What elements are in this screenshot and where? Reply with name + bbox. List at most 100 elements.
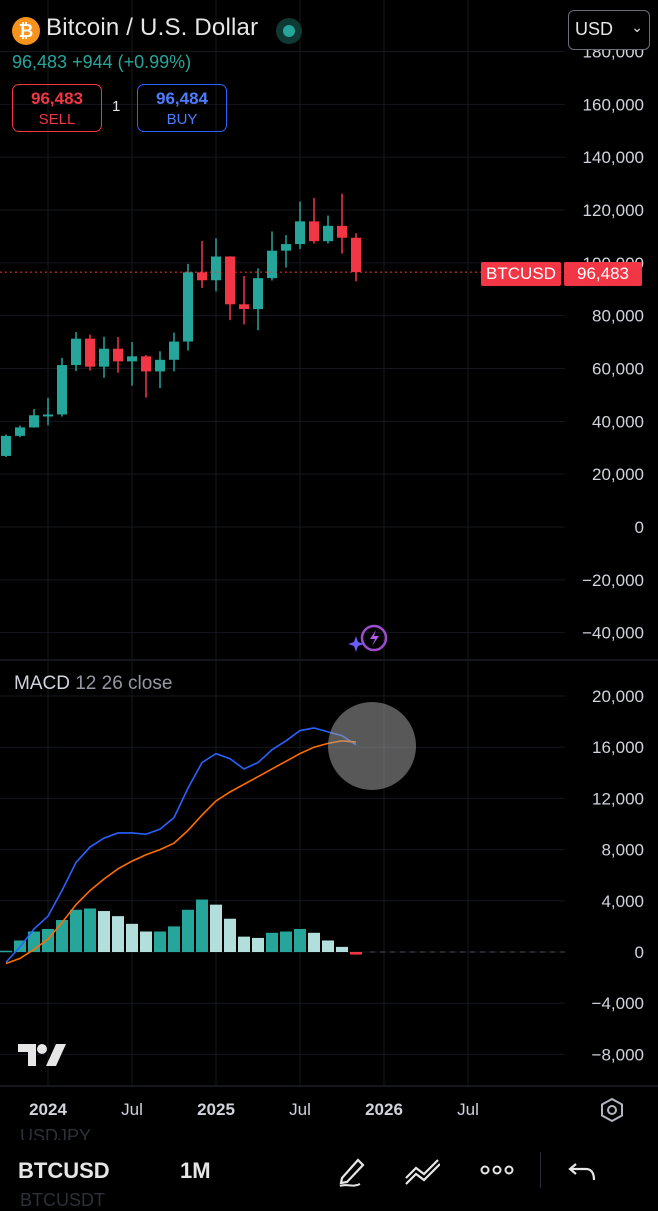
macd-legend[interactable]: MACD 12 26 close	[14, 673, 172, 695]
macd-histogram-bar	[42, 928, 54, 952]
macd-axis-label: 20,000	[592, 687, 644, 706]
candle-body	[351, 237, 361, 273]
macd-histogram-bar	[322, 940, 334, 952]
candle-body	[29, 415, 39, 428]
indicators-icon[interactable]	[404, 1152, 440, 1188]
macd-axis-label: 8,000	[601, 841, 644, 860]
price-axis-label: 140,000	[583, 148, 644, 167]
price-axis-label: 40,000	[592, 412, 644, 431]
price-change: +944	[72, 52, 113, 72]
candle-body	[99, 348, 109, 367]
macd-histogram-bar	[294, 928, 306, 952]
time-axis-label: Jul	[289, 1100, 311, 1119]
time-axis-label: Jul	[457, 1100, 479, 1119]
candle-body	[267, 250, 277, 279]
more-options-icon[interactable]	[480, 1152, 516, 1188]
time-axis-label: Jul	[121, 1100, 143, 1119]
macd-histogram-bar	[238, 936, 250, 952]
currency-select[interactable]: USD ⌄	[568, 10, 650, 50]
last-price: 96,483	[12, 52, 68, 72]
macd-histogram-bar	[252, 937, 264, 952]
currency-value: USD	[575, 19, 614, 39]
candle-body	[197, 272, 207, 281]
macd-axis-label: 12,000	[592, 789, 644, 808]
macd-line	[5, 727, 357, 963]
candle-body	[127, 356, 137, 362]
macd-histogram-bar	[56, 920, 68, 952]
macd-histogram-bar	[224, 918, 236, 952]
macd-axis-label: −8,000	[592, 1045, 644, 1064]
last-price-tag: 96,483	[564, 262, 642, 286]
candle-body	[225, 256, 235, 305]
price-change-line: 96,483 +944 (+0.99%)	[12, 52, 191, 73]
order-quantity[interactable]: 1	[112, 98, 121, 115]
candle-body	[183, 272, 193, 342]
candle-body	[281, 244, 291, 251]
macd-histogram-bar	[308, 932, 320, 952]
touch-highlight-circle	[328, 702, 416, 790]
symbol-price-tag: BTCUSD	[481, 262, 561, 286]
macd-histogram-bar	[126, 923, 138, 952]
macd-histogram-bar	[266, 932, 278, 952]
undo-icon[interactable]	[566, 1152, 602, 1188]
macd-histogram-bar	[154, 931, 166, 952]
time-axis-label: 2025	[197, 1100, 235, 1119]
price-axis-label: 60,000	[592, 360, 644, 379]
drawing-pen-icon[interactable]	[334, 1152, 370, 1188]
lightning-sparkle-icon[interactable]	[346, 622, 392, 656]
price-axis-label: 120,000	[583, 201, 644, 220]
settings-icon[interactable]	[598, 1096, 626, 1124]
macd-name: MACD	[14, 673, 70, 694]
macd-histogram-bar	[196, 899, 208, 952]
chevron-down-icon: ⌄	[631, 19, 643, 35]
buy-price: 96,484	[156, 89, 208, 108]
macd-histogram-bar	[350, 952, 362, 955]
macd-histogram-bar	[98, 911, 110, 952]
candle-body	[337, 225, 347, 238]
macd-histogram-bar	[84, 908, 96, 952]
signal-line	[5, 739, 357, 965]
macd-histogram-bar	[280, 931, 292, 952]
candle-body	[85, 338, 95, 367]
price-axis-label: −20,000	[582, 571, 644, 590]
interval-button[interactable]: 1M	[180, 1158, 211, 1183]
macd-histogram-bar	[140, 931, 152, 952]
bitcoin-logo-icon: ₿	[12, 17, 40, 45]
sell-label: SELL	[38, 111, 76, 128]
toolbar-divider	[540, 1152, 541, 1188]
candle-body	[57, 365, 67, 415]
macd-histogram-bar	[0, 950, 12, 953]
macd-axis-label: −4,000	[592, 994, 644, 1013]
price-axis-label: 0	[635, 518, 644, 537]
candle-body	[1, 435, 11, 456]
sell-button[interactable]: 96,483 SELL	[12, 84, 102, 132]
bottom-toolbar	[0, 1140, 658, 1200]
sell-price: 96,483	[31, 89, 83, 108]
macd-histogram-bar	[210, 904, 222, 952]
candle-body	[169, 341, 179, 360]
tradingview-logo-icon[interactable]	[16, 1040, 68, 1068]
macd-histogram-bar	[336, 946, 348, 952]
buy-button[interactable]: 96,484 BUY	[137, 84, 227, 132]
chart-canvas[interactable]: 180,000160,000140,000120,000100,00080,00…	[0, 0, 658, 1140]
candle-body	[309, 221, 319, 242]
symbol-title[interactable]: Bitcoin / U.S. Dollar	[46, 14, 259, 41]
price-axis-label: 20,000	[592, 465, 644, 484]
macd-histogram-bar	[168, 926, 180, 952]
macd-histogram-bar	[182, 909, 194, 952]
candle-body	[43, 414, 53, 417]
price-axis-label: 80,000	[592, 307, 644, 326]
macd-axis-label: 0	[635, 943, 644, 962]
candle-body	[253, 278, 263, 310]
macd-histogram-bar	[70, 909, 82, 952]
buy-label: BUY	[166, 111, 198, 128]
candle-body	[71, 338, 81, 366]
next-symbol-peek: BTCUSDT	[20, 1190, 105, 1210]
symbol-search-button[interactable]: BTCUSD	[18, 1158, 110, 1183]
price-change-percent: (+0.99%)	[117, 52, 192, 72]
time-axis-label: 2026	[365, 1100, 403, 1119]
macd-histogram-bar	[112, 916, 124, 952]
market-open-status-icon	[276, 18, 302, 44]
candle-body	[211, 256, 221, 281]
candle-body	[113, 348, 123, 362]
